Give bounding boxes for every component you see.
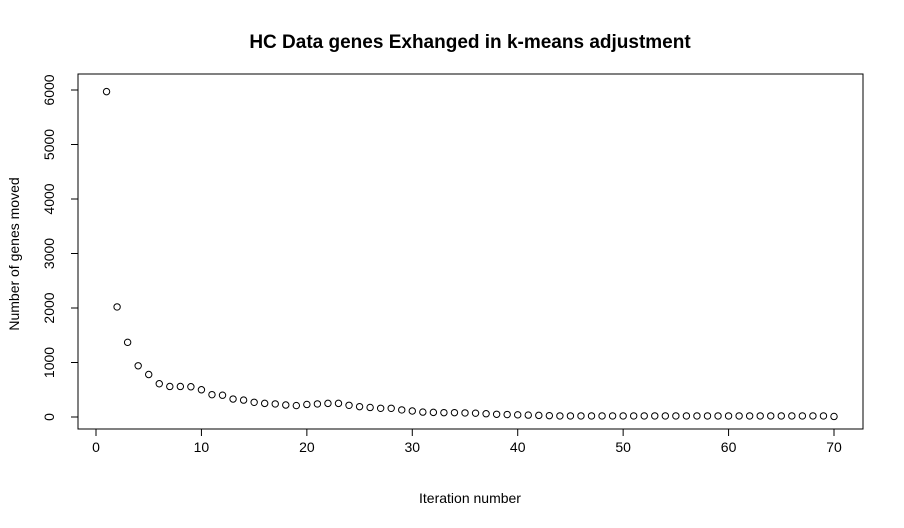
data-point [134,362,142,370]
data-point [492,410,501,418]
data-point [250,398,258,406]
data-point [767,412,775,420]
x-tick-label: 70 [826,439,842,455]
data-point [756,412,764,420]
data-point [239,396,248,404]
chart-title: HC Data genes Exhanged in k-means adjust… [249,32,691,53]
data-point [376,404,385,412]
data-point [145,370,153,379]
data-point [324,399,332,408]
data-point [355,402,364,411]
data-point [819,412,828,420]
y-tick-label: 2000 [41,292,57,323]
data-point [682,412,691,420]
data-point [408,407,416,415]
data-point [229,395,237,403]
data-point [535,411,543,420]
x-tick-label: 40 [510,439,526,455]
data-point [303,400,311,409]
data-point [450,408,459,417]
data-point [176,382,185,391]
data-point [514,411,522,419]
data-point [672,412,680,420]
data-point [619,412,627,420]
data-point [218,391,227,399]
data-point [166,382,174,391]
x-tick-label: 30 [404,439,420,455]
y-tick-label: 0 [41,413,57,421]
data-point [651,412,659,420]
data-points [102,87,838,421]
data-point [661,412,670,420]
data-point [640,412,648,420]
x-tick-label: 0 [92,439,100,455]
data-point [798,412,807,420]
data-point [788,412,796,420]
data-point [714,412,722,420]
data-point [703,412,712,420]
data-point [387,404,395,412]
data-point [260,399,269,408]
data-point [545,411,554,420]
data-point [123,338,132,347]
data-point [745,412,754,420]
data-point [629,412,638,420]
x-axis: 0 10 20 30 40 50 60 70 [92,428,842,455]
data-point [102,87,111,96]
data-point [587,412,596,420]
data-point [187,383,195,391]
x-tick-label: 60 [721,439,737,455]
data-point [556,412,564,420]
data-point [503,410,511,419]
data-point [482,410,490,418]
data-point [366,403,374,412]
data-point [735,412,743,420]
data-point [524,411,532,419]
data-point [113,303,121,311]
y-axis-label: Number of genes moved [6,177,22,330]
data-point [830,412,838,421]
data-point [809,412,817,420]
data-point [197,386,206,394]
data-point [471,409,480,417]
data-point [398,406,406,414]
y-tick-label: 5000 [41,129,57,160]
data-point [313,400,322,408]
y-tick-label: 4000 [41,183,57,214]
y-tick-label: 1000 [41,347,57,378]
x-tick-label: 20 [299,439,315,455]
y-tick-label: 3000 [41,238,57,269]
data-point [292,401,301,410]
data-point [724,412,733,420]
data-point [608,412,617,420]
data-point [429,408,438,417]
data-point [345,401,353,409]
data-point [271,400,279,408]
x-axis-label: Iteration number [419,490,521,506]
data-point [282,401,290,409]
data-point [440,408,448,417]
data-point [598,412,606,420]
plot-frame [77,73,864,430]
data-point [693,412,701,420]
data-point [208,390,216,399]
data-point [155,380,163,388]
y-axis: 0 1000 2000 3000 4000 5000 6000 [41,74,79,421]
data-point [461,409,469,417]
data-point [334,399,343,408]
data-point [777,412,785,420]
y-tick-label: 6000 [41,74,57,105]
x-tick-label: 10 [194,439,210,455]
x-tick-label: 50 [615,439,631,455]
data-point [419,408,427,416]
data-point [577,412,585,420]
data-point [566,412,575,420]
